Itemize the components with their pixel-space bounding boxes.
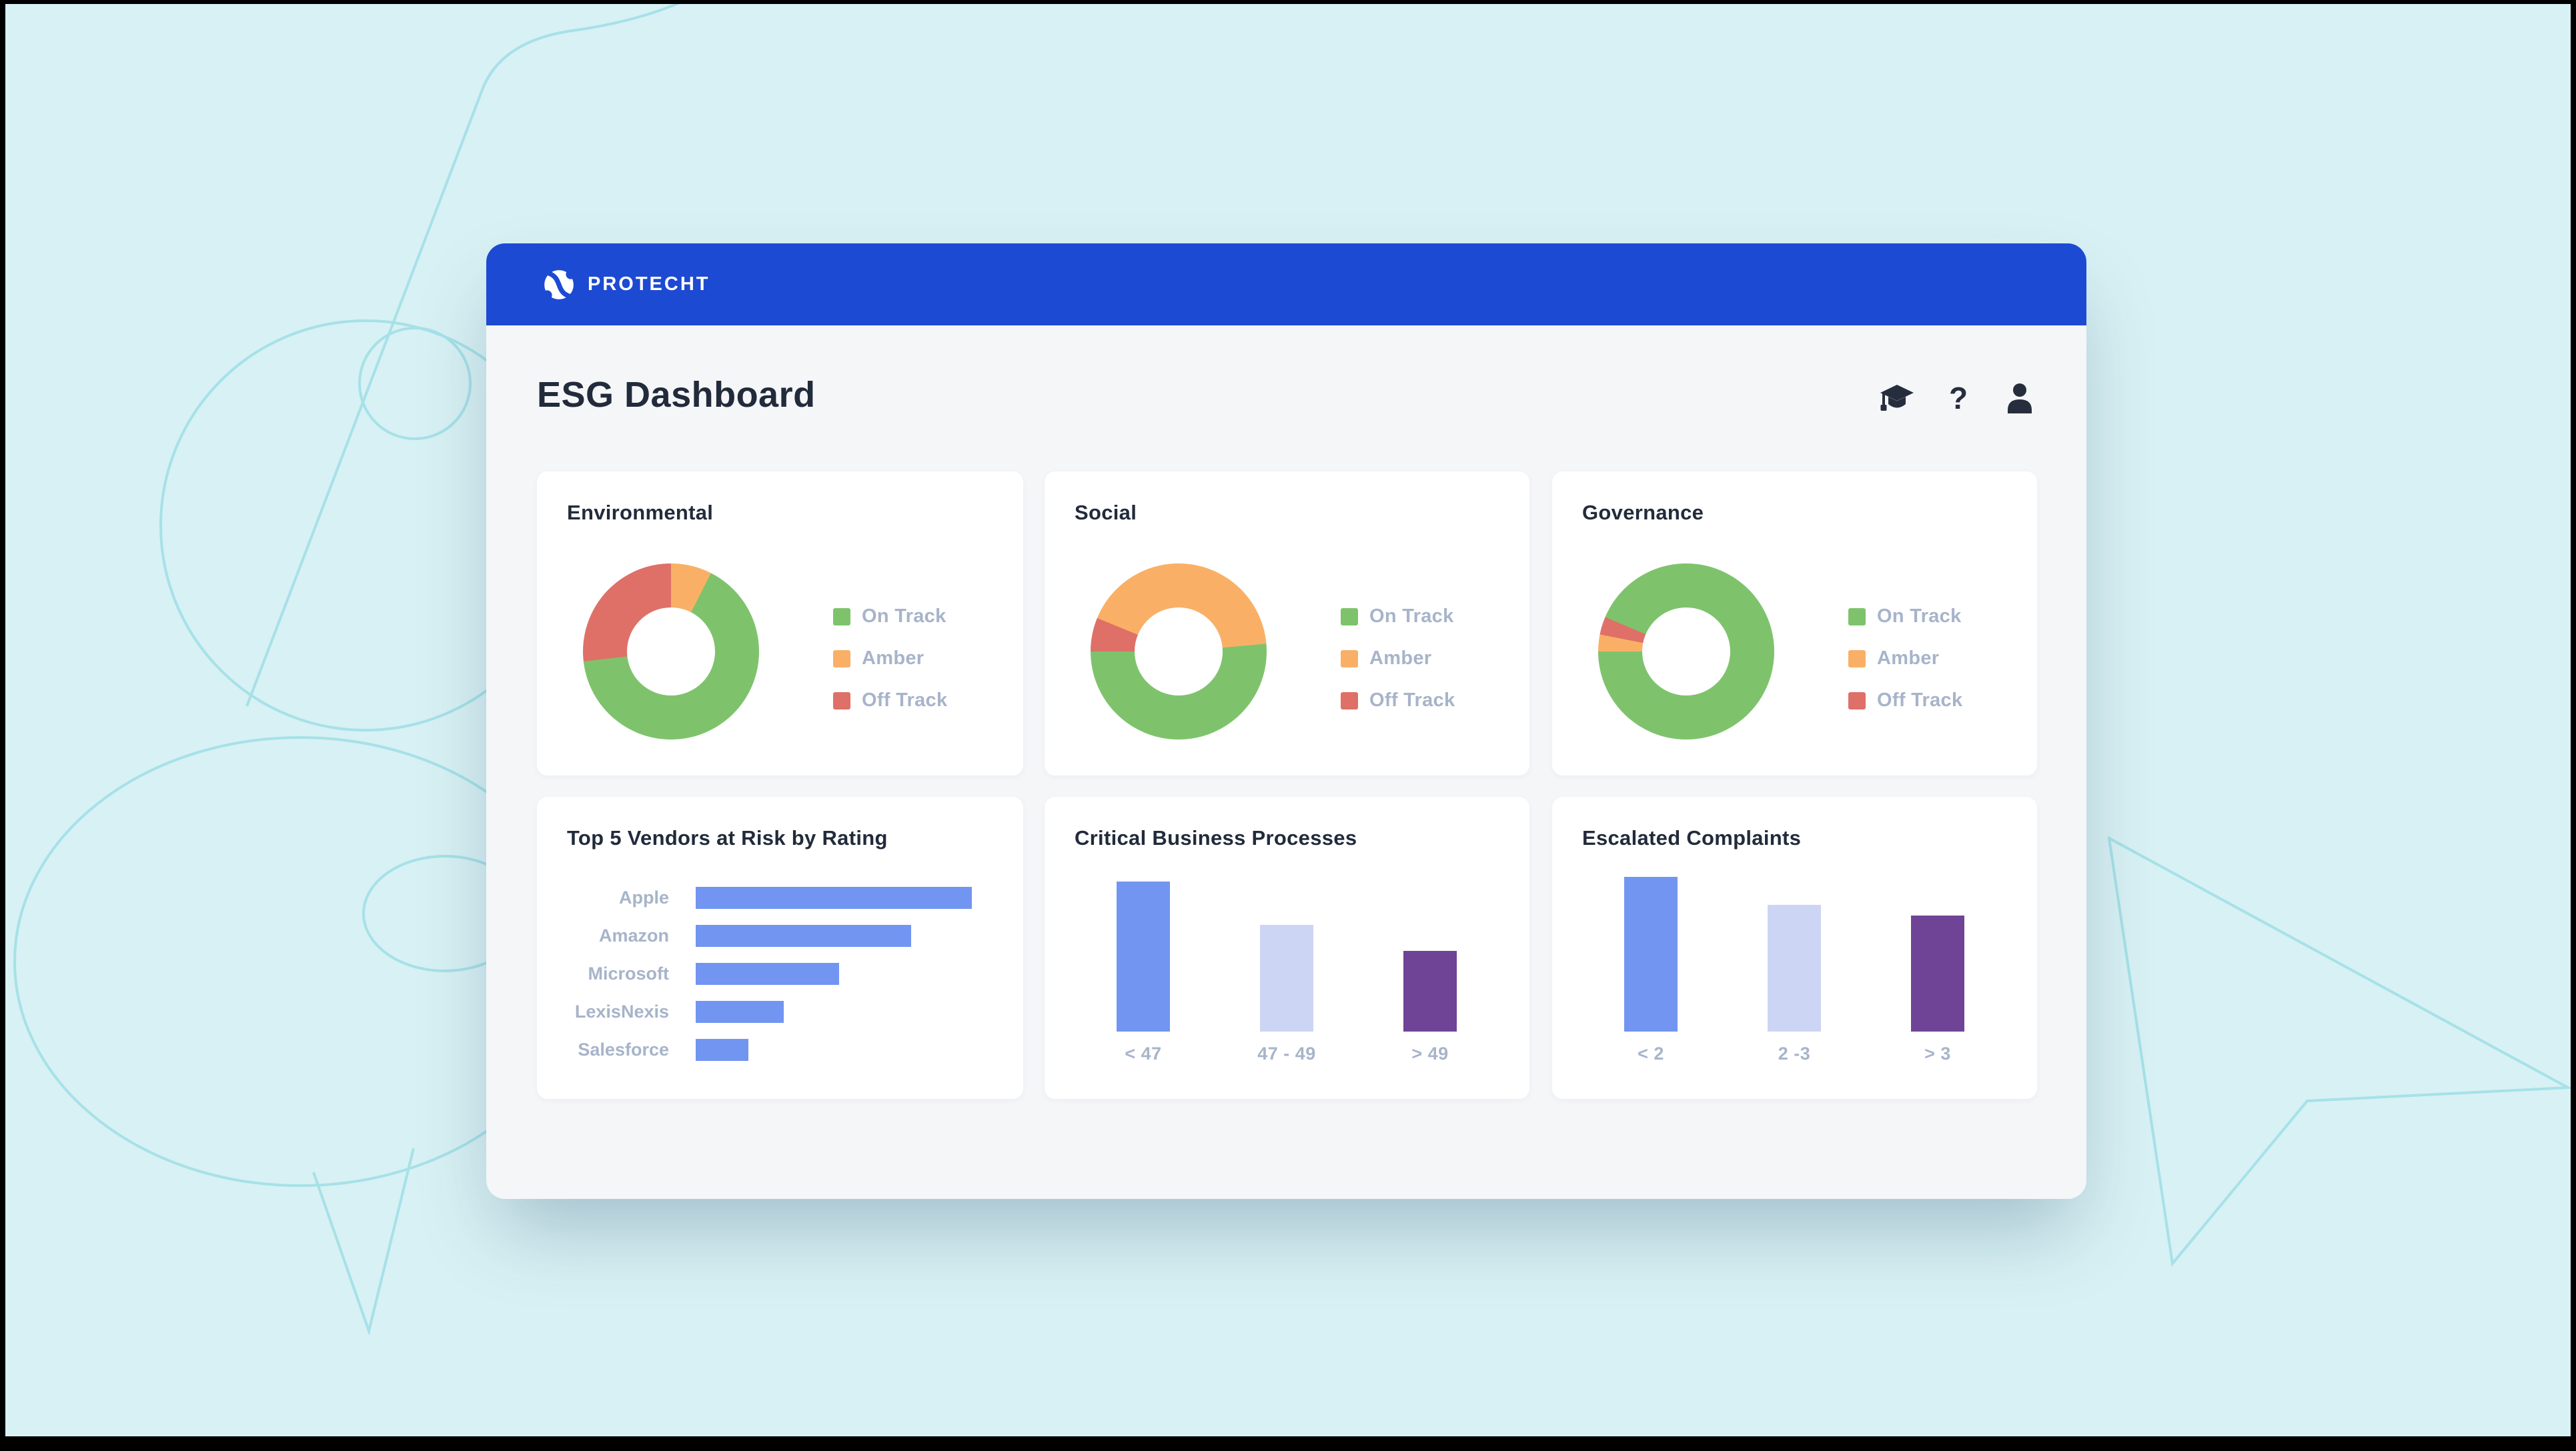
card-environmental: Environmental On Track Amber Off Track: [537, 471, 1023, 776]
legend-label: Off Track: [1877, 689, 1963, 711]
x-axis-label: > 49: [1411, 1044, 1449, 1064]
legend-swatch-amber: [833, 649, 850, 667]
legend-item-off-track: Off Track: [1848, 689, 1962, 711]
legend: On Track Amber Off Track: [833, 605, 947, 711]
x-axis-label: 2 -3: [1778, 1044, 1811, 1064]
legend-swatch-red: [1341, 691, 1358, 709]
legend-label: Amber: [1877, 647, 1940, 669]
app-bar: PROTECHT: [486, 243, 2086, 325]
escalated-column-chart: < 2 2 -3 > 3: [1552, 797, 2037, 1064]
x-axis-label: 47 - 49: [1257, 1044, 1316, 1064]
card-top-vendors: Top 5 Vendors at Risk by Rating Apple Am…: [537, 797, 1023, 1099]
legend-label: On Track: [1369, 605, 1454, 627]
deco-circle-small: [358, 327, 472, 440]
vendor-row: LexisNexis: [537, 993, 997, 1031]
page-title: ESG Dashboard: [537, 375, 816, 415]
vendor-label: Amazon: [598, 926, 669, 946]
help-icon[interactable]: ?: [1948, 381, 1968, 415]
vendor-bar-salesforce[interactable]: [696, 1039, 748, 1061]
legend-swatch-green: [833, 607, 850, 625]
vendor-row: Apple: [537, 879, 997, 917]
governance-donut-chart[interactable]: [1598, 563, 1774, 740]
dashboard-window: PROTECHT ESG Dashboard ?: [486, 243, 2086, 1199]
environmental-donut-chart[interactable]: [583, 563, 759, 740]
card-title: Escalated Complaints: [1582, 826, 1802, 850]
deco-cursor-arrow: [2107, 836, 2571, 1267]
vendor-row: Microsoft: [537, 955, 997, 993]
legend-label: Off Track: [862, 689, 948, 711]
vendor-row: Amazon: [537, 917, 997, 955]
legend-swatch-red: [833, 691, 850, 709]
x-axis-label: < 2: [1638, 1044, 1664, 1064]
card-governance: Governance On Track Amber Off Track: [1552, 471, 2037, 776]
legend-swatch-green: [1341, 607, 1358, 625]
critical-column-chart: < 47 47 - 49 > 49: [1045, 797, 1529, 1064]
protecht-logo-icon: [542, 269, 576, 300]
legend-label: On Track: [1877, 605, 1962, 627]
graduation-cap-icon[interactable]: [1880, 381, 1914, 415]
brand-logo-text: PROTECHT: [588, 273, 710, 295]
card-title: Social: [1075, 501, 1137, 524]
legend-swatch-green: [1848, 607, 1866, 625]
escalated-bar-gt3[interactable]: [1911, 916, 1964, 1032]
vendors-bar-chart: Apple Amazon Microsoft LexisNexis: [537, 879, 997, 1069]
user-icon[interactable]: [2002, 381, 2037, 415]
toolbar: ?: [1880, 381, 2037, 415]
card-title: Environmental: [567, 501, 714, 524]
escalated-bar-lt2[interactable]: [1624, 877, 1678, 1032]
card-title: Top 5 Vendors at Risk by Rating: [567, 826, 888, 850]
legend-item-on-track: On Track: [1848, 605, 1962, 627]
social-donut-chart[interactable]: [1091, 563, 1267, 740]
legend: On Track Amber Off Track: [1848, 605, 1962, 711]
legend-swatch-amber: [1848, 649, 1866, 667]
legend-item-amber: Amber: [1341, 647, 1455, 669]
critical-bar-lt47[interactable]: [1117, 882, 1170, 1032]
legend-item-off-track: Off Track: [1341, 689, 1455, 711]
vendor-bar-amazon[interactable]: [696, 925, 911, 947]
legend-item-amber: Amber: [833, 647, 947, 669]
card-social: Social On Track Amber Off Track: [1045, 471, 1529, 776]
vendor-bar-apple[interactable]: [696, 887, 972, 909]
legend-item-on-track: On Track: [1341, 605, 1455, 627]
legend: On Track Amber Off Track: [1341, 605, 1455, 711]
vendor-label: LexisNexis: [574, 1002, 669, 1022]
critical-bar-gt49[interactable]: [1403, 950, 1457, 1032]
card-title: Critical Business Processes: [1075, 826, 1357, 850]
legend-item-amber: Amber: [1848, 647, 1962, 669]
legend-label: Amber: [862, 647, 924, 669]
critical-bar-47-49[interactable]: [1260, 925, 1313, 1032]
legend-label: Amber: [1369, 647, 1432, 669]
legend-label: Off Track: [1369, 689, 1455, 711]
legend-label: On Track: [862, 605, 946, 627]
legend-item-off-track: Off Track: [833, 689, 947, 711]
legend-swatch-red: [1848, 691, 1866, 709]
vendor-bar-lexisnexis[interactable]: [696, 1001, 784, 1023]
legend-item-on-track: On Track: [833, 605, 947, 627]
vendor-label: Salesforce: [578, 1040, 669, 1060]
card-title: Governance: [1582, 501, 1704, 524]
x-axis-label: < 47: [1125, 1044, 1162, 1064]
deco-bubble-tail: [312, 1148, 415, 1336]
deco-diagonal-line: [245, 4, 680, 707]
vendor-row: Salesforce: [537, 1031, 997, 1069]
vendor-label: Microsoft: [588, 964, 670, 984]
card-escalated-complaints: Escalated Complaints < 2 2 -3 > 3: [1552, 797, 2037, 1099]
vendor-bar-microsoft[interactable]: [696, 963, 840, 985]
escalated-bar-2-3[interactable]: [1768, 904, 1821, 1032]
page-background: PROTECHT ESG Dashboard ?: [5, 4, 2571, 1436]
legend-swatch-amber: [1341, 649, 1358, 667]
vendor-label: Apple: [618, 888, 669, 908]
x-axis-label: > 3: [1924, 1044, 1951, 1064]
card-critical-business-processes: Critical Business Processes < 47 47 - 49…: [1045, 797, 1529, 1099]
